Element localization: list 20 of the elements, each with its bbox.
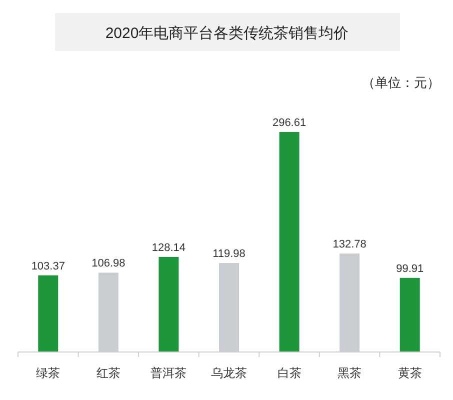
bar	[279, 132, 300, 352]
x-tick-label: 红茶	[96, 366, 120, 380]
data-label: 99.91	[396, 262, 424, 275]
x-tick-label: 黄茶	[398, 366, 422, 380]
data-label: 296.61	[272, 117, 306, 129]
x-tick-label: 白茶	[277, 366, 302, 380]
data-label: 128.14	[152, 242, 186, 254]
x-tick-label: 普洱茶	[150, 366, 187, 380]
data-label: 103.37	[31, 260, 65, 272]
bar	[158, 256, 179, 352]
bar	[38, 275, 58, 352]
bar	[400, 278, 420, 352]
data-label: 106.98	[92, 258, 126, 270]
x-tick-label: 绿茶	[36, 366, 60, 380]
chart-title: 2020年电商平台各类传统茶销售均价	[105, 25, 349, 42]
data-label: 119.98	[212, 248, 246, 260]
text: （单位：元）	[362, 75, 440, 90]
data-label: 132.78	[332, 238, 366, 251]
x-tick-label: 乌龙茶	[211, 366, 247, 380]
x-tick-label: 黑茶	[338, 366, 362, 380]
